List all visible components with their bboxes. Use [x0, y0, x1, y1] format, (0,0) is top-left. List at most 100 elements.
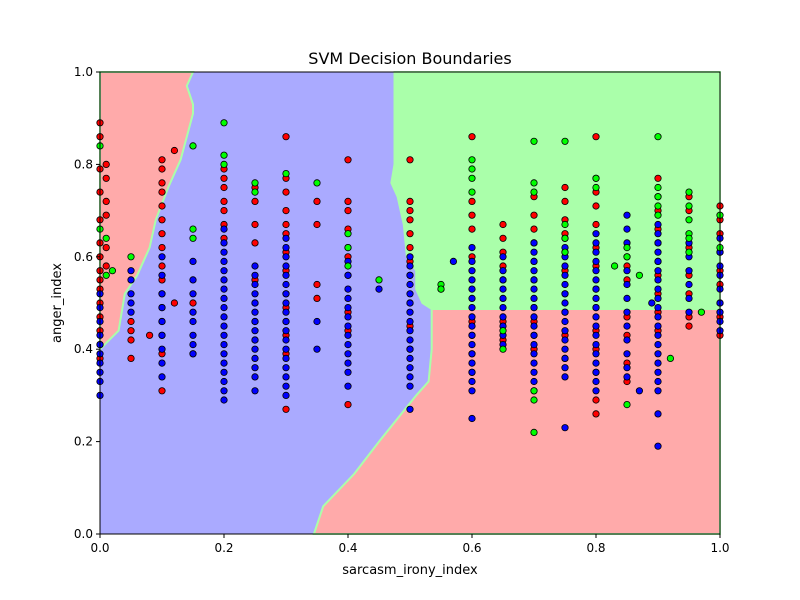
point-green: [623, 253, 631, 261]
point-blue: [592, 239, 600, 247]
point-blue: [189, 290, 197, 298]
decision-region-green-1: [390, 71, 721, 310]
point-red: [158, 179, 166, 187]
point-blue: [468, 322, 476, 330]
y-tick-label: 0.0: [74, 527, 93, 541]
point-blue: [685, 308, 693, 316]
point-red: [685, 322, 693, 330]
point-red: [158, 262, 166, 270]
point-red: [102, 262, 110, 270]
point-green: [437, 285, 445, 293]
point-blue: [282, 364, 290, 372]
point-blue: [282, 308, 290, 316]
point-blue: [561, 424, 569, 432]
point-blue: [344, 285, 352, 293]
point-green: [654, 193, 662, 201]
point-blue: [530, 350, 538, 358]
point-blue: [220, 322, 228, 330]
point-blue: [282, 299, 290, 307]
point-blue: [220, 248, 228, 256]
point-red: [102, 174, 110, 182]
point-red: [592, 202, 600, 210]
point-blue: [654, 340, 662, 349]
point-blue: [251, 271, 259, 279]
point-blue: [654, 442, 662, 450]
point-green: [654, 202, 662, 210]
point-blue: [189, 331, 197, 339]
point-blue: [561, 271, 569, 279]
point-green: [344, 262, 352, 270]
point-blue: [220, 368, 228, 376]
point-blue: [561, 354, 569, 362]
point-blue: [499, 303, 507, 312]
point-green: [102, 271, 110, 279]
point-blue: [344, 382, 352, 390]
point-blue: [623, 225, 631, 233]
point-red: [406, 156, 414, 164]
point-blue: [158, 373, 166, 381]
point-green: [685, 216, 693, 224]
point-blue: [654, 276, 662, 284]
point-blue: [592, 230, 600, 238]
point-red: [344, 207, 352, 215]
point-red: [406, 216, 414, 224]
point-red: [251, 197, 259, 205]
point-green: [499, 327, 507, 335]
point-blue: [592, 313, 600, 321]
point-green: [220, 160, 228, 168]
point-blue: [220, 285, 228, 293]
point-green: [220, 151, 228, 159]
point-red: [127, 354, 135, 362]
point-blue: [623, 267, 631, 275]
point-red: [468, 211, 476, 219]
point-blue: [220, 396, 228, 404]
point-blue: [468, 313, 476, 321]
point-blue: [592, 257, 600, 265]
point-red: [468, 133, 476, 141]
x-tick-label: 0.6: [462, 541, 481, 555]
point-green: [108, 267, 117, 275]
point-red: [468, 225, 476, 233]
point-blue: [592, 340, 600, 349]
point-blue: [406, 308, 414, 316]
point-blue: [344, 359, 352, 367]
point-blue: [406, 345, 414, 353]
point-blue: [530, 303, 538, 312]
point-green: [685, 202, 693, 210]
point-red: [592, 396, 600, 404]
point-blue: [530, 368, 538, 376]
point-blue: [220, 294, 228, 302]
point-red: [313, 294, 321, 302]
point-blue: [344, 340, 352, 349]
point-blue: [220, 276, 228, 284]
point-green: [102, 234, 110, 242]
point-blue: [654, 359, 662, 367]
point-blue: [654, 239, 662, 247]
point-blue: [685, 280, 693, 289]
point-red: [406, 197, 414, 205]
point-blue: [530, 340, 538, 349]
point-blue: [654, 368, 662, 376]
point-blue: [127, 290, 135, 298]
point-blue: [251, 327, 259, 335]
point-blue: [220, 331, 228, 339]
point-blue: [468, 377, 476, 386]
point-blue: [635, 387, 644, 395]
point-blue: [282, 317, 290, 326]
point-blue: [468, 276, 476, 284]
point-green: [654, 211, 662, 219]
point-blue: [468, 387, 476, 395]
point-blue: [654, 285, 662, 293]
point-green: [530, 179, 538, 187]
point-red: [313, 280, 321, 289]
point-blue: [654, 377, 662, 386]
point-blue: [530, 239, 538, 247]
point-green: [189, 142, 197, 150]
point-red: [127, 327, 135, 335]
y-tick-label: 0.6: [74, 250, 93, 264]
y-tick-label: 0.8: [74, 157, 93, 171]
point-green: [530, 396, 538, 404]
point-blue: [468, 359, 476, 367]
point-green: [127, 253, 135, 261]
